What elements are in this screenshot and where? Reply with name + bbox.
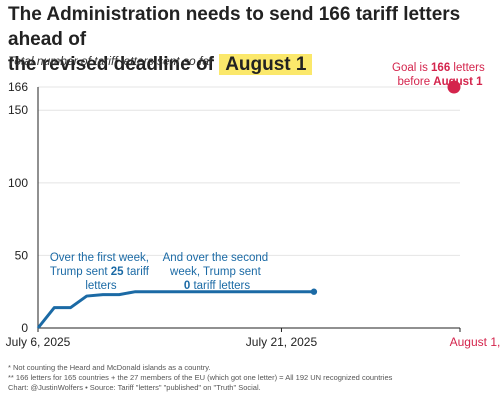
goal-marker	[447, 80, 461, 94]
annotation-goal-count: 166	[431, 62, 450, 74]
title-line-1: The Administration needs to send 166 tar…	[8, 4, 461, 50]
chart-credit: Chart: @JustinWolfers • Source: Tariff "…	[8, 383, 261, 392]
annotation-goal-line1a: Goal is	[392, 62, 431, 74]
x-tick-label: July 6, 2025	[6, 335, 71, 349]
y-tick-label: 50	[15, 248, 29, 262]
title-line-2-prefix: the revised deadline of	[8, 54, 214, 75]
annotation-goal: Goal is 166 letters before August 1	[392, 62, 488, 88]
annotation-goal-date: August 1	[433, 76, 483, 88]
annotation-first-week-line2a: Trump sent	[50, 266, 111, 278]
title-line-2: the revised deadline of August 1	[8, 52, 498, 77]
annotation-second-week-count: 0	[184, 280, 190, 292]
y-tick-label: 100	[8, 176, 28, 190]
y-tick-label: 166	[8, 80, 28, 94]
annotation-goal-line2a: before	[397, 76, 433, 88]
annotation-goal-line1b: letters	[453, 62, 485, 74]
annotation-first-week-count: 25	[111, 266, 124, 278]
series-group	[36, 80, 461, 329]
chart-title: The Administration needs to send 166 tar…	[8, 2, 498, 77]
annotation-first-week-line2b: tariff	[127, 266, 150, 278]
y-tick-labels: 0 50 100 150 166	[8, 80, 28, 335]
y-tick-label: 150	[8, 103, 28, 117]
chart-subtitle: Total number of tariff letters sent so f…	[8, 54, 213, 68]
gridlines	[38, 86, 460, 256]
annotation-second-week: And over the second week, Trump sent 0 t…	[163, 252, 272, 292]
annotation-second-week-line3: tariff letters	[193, 280, 250, 292]
footnote-1: * Not counting the Heard and McDonald is…	[8, 363, 211, 372]
x-tick-labels: July 6, 2025 July 21, 2025 August 1, 2025	[6, 328, 500, 349]
annotation-first-week-line3: letters	[85, 280, 117, 292]
chart-notes: * Not counting the Heard and McDonald is…	[8, 363, 392, 393]
y-tick-label: 0	[21, 321, 28, 335]
x-tick-label: July 21, 2025	[246, 335, 318, 349]
title-highlight: August 1	[219, 54, 313, 75]
x-tick-label: August 1, 2025	[450, 335, 500, 349]
annotation-first-week-line1: Over the first week,	[50, 252, 149, 264]
annotation-first-week: Over the first week, Trump sent 25 tarif…	[50, 252, 152, 292]
series-line	[36, 290, 314, 329]
annotation-second-week-line2: week, Trump sent	[169, 266, 262, 278]
annotation-second-week-line1: And over the second	[163, 252, 269, 264]
axes	[37, 87, 460, 329]
series-end-marker	[310, 288, 318, 295]
footnote-2: ** 166 letters for 165 countries + the 2…	[8, 373, 393, 382]
